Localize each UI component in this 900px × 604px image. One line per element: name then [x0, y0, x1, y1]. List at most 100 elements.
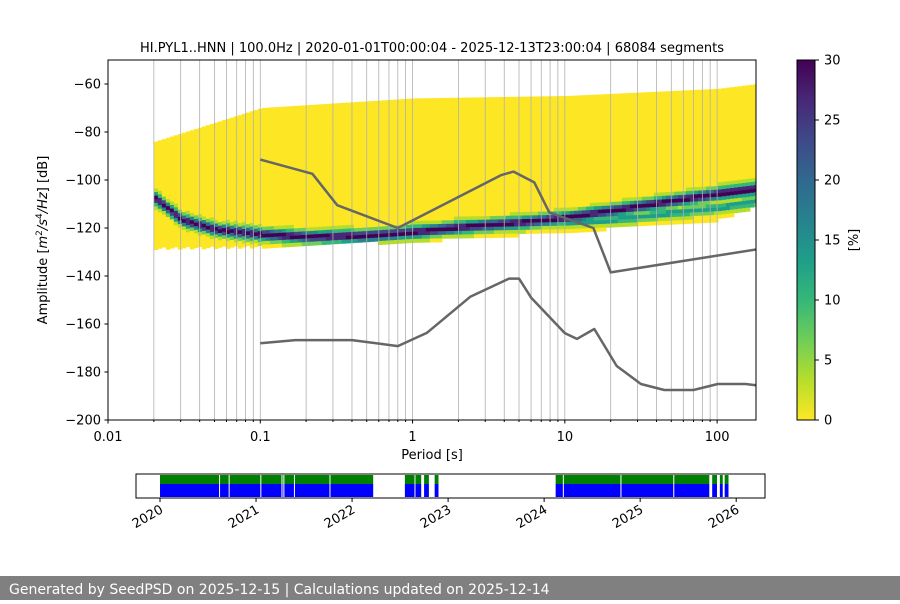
heatmap-cell: [589, 163, 595, 168]
heatmap-cell: [409, 112, 415, 117]
heatmap-cell: [565, 175, 571, 180]
heatmap-cell: [617, 201, 623, 206]
heatmap-cell: [333, 182, 339, 187]
heatmap-cell: [461, 112, 467, 117]
heatmap-cell: [169, 212, 175, 217]
heatmap-cell: [213, 245, 219, 250]
heatmap-cell: [161, 243, 167, 248]
heatmap-cell: [465, 129, 471, 134]
heatmap-cell: [617, 129, 623, 134]
heatmap-cell: [497, 111, 503, 116]
heatmap-cell: [641, 178, 647, 183]
heatmap-cell: [441, 97, 447, 102]
heatmap-cell: [393, 232, 399, 237]
heatmap-cell: [657, 120, 663, 125]
heatmap-cell: [553, 103, 559, 108]
heatmap-cell: [201, 241, 207, 246]
heatmap-cell: [421, 209, 427, 214]
heatmap-cell: [273, 117, 279, 122]
heatmap-cell: [681, 97, 687, 102]
heatmap-cell: [249, 186, 255, 191]
heatmap-cell: [209, 181, 215, 186]
heatmap-cell: [625, 114, 631, 119]
heatmap-cell: [345, 156, 351, 161]
heatmap-cell: [301, 206, 307, 211]
heatmap-cell: [185, 243, 191, 248]
heatmap-cell: [277, 171, 283, 176]
heatmap-cell: [381, 165, 387, 170]
heatmap-cell: [493, 154, 499, 159]
heatmap-cell: [373, 126, 379, 131]
heatmap-cell: [577, 210, 583, 215]
heatmap-cell: [541, 182, 547, 187]
heatmap-cell: [661, 170, 667, 175]
heatmap-cell: [261, 161, 267, 166]
heatmap-cell: [453, 202, 459, 207]
heatmap-cell: [509, 204, 515, 209]
heatmap-cell: [429, 177, 435, 182]
heatmap-cell: [309, 155, 315, 160]
heatmap-cell: [461, 140, 467, 145]
heatmap-cell: [233, 224, 239, 229]
heatmap-cell: [361, 187, 367, 192]
heatmap-cell: [385, 233, 391, 238]
heatmap-cell: [601, 162, 607, 167]
heatmap-cell: [477, 180, 483, 185]
heatmap-cell: [449, 97, 455, 102]
heatmap-cell: [377, 190, 383, 195]
heatmap-cell: [545, 132, 551, 137]
heatmap-cell: [273, 236, 279, 241]
heatmap-cell: [321, 158, 327, 163]
heatmap-cell: [249, 208, 255, 213]
heatmap-cell: [153, 199, 159, 204]
heatmap-cell: [665, 94, 671, 99]
heatmap-cell: [325, 114, 331, 119]
heatmap-cell: [497, 118, 503, 123]
heatmap-cell: [537, 175, 543, 180]
heatmap-cell: [481, 208, 487, 213]
heatmap-cell: [549, 193, 555, 198]
heatmap-cell: [665, 177, 671, 182]
heatmap-cell: [473, 144, 479, 149]
heatmap-cell: [393, 103, 399, 108]
heatmap-cell: [289, 224, 295, 229]
heatmap-cell: [265, 143, 271, 148]
heatmap-cell: [597, 119, 603, 124]
heatmap-cell: [625, 215, 631, 220]
heatmap-cell: [509, 179, 515, 184]
heatmap-cell: [205, 175, 211, 180]
heatmap-cell: [217, 182, 223, 187]
heatmap-cell: [453, 205, 459, 210]
heatmap-cell: [553, 168, 559, 173]
heatmap-cell: [301, 195, 307, 200]
heatmap-cell: [189, 130, 195, 135]
heatmap-cell: [345, 214, 351, 219]
heatmap-cell: [533, 103, 539, 108]
heatmap-cell: [341, 239, 347, 244]
heatmap-cell: [397, 149, 403, 154]
heatmap-cell: [509, 150, 515, 155]
heatmap-cell: [277, 236, 283, 241]
heatmap-cell: [309, 104, 315, 109]
heatmap-cell: [177, 224, 183, 229]
heatmap-cell: [473, 158, 479, 163]
heatmap-cell: [433, 209, 439, 214]
heatmap-cell: [405, 149, 411, 154]
heatmap-cell: [589, 174, 595, 179]
heatmap-cell: [209, 167, 215, 172]
heatmap-cell: [217, 243, 223, 248]
heatmap-cell: [521, 211, 527, 216]
heatmap-cell: [613, 126, 619, 131]
heatmap-cell: [333, 222, 339, 227]
heatmap-cell: [289, 124, 295, 129]
heatmap-cell: [369, 108, 375, 113]
heatmap-cell: [241, 128, 247, 133]
heatmap-cell: [321, 204, 327, 209]
heatmap-cell: [617, 183, 623, 188]
heatmap-cell: [229, 117, 235, 122]
heatmap-cell: [209, 195, 215, 200]
heatmap-cell: [305, 123, 311, 128]
heatmap-cell: [513, 161, 519, 166]
heatmap-cell: [417, 188, 423, 193]
heatmap-cell: [297, 181, 303, 186]
